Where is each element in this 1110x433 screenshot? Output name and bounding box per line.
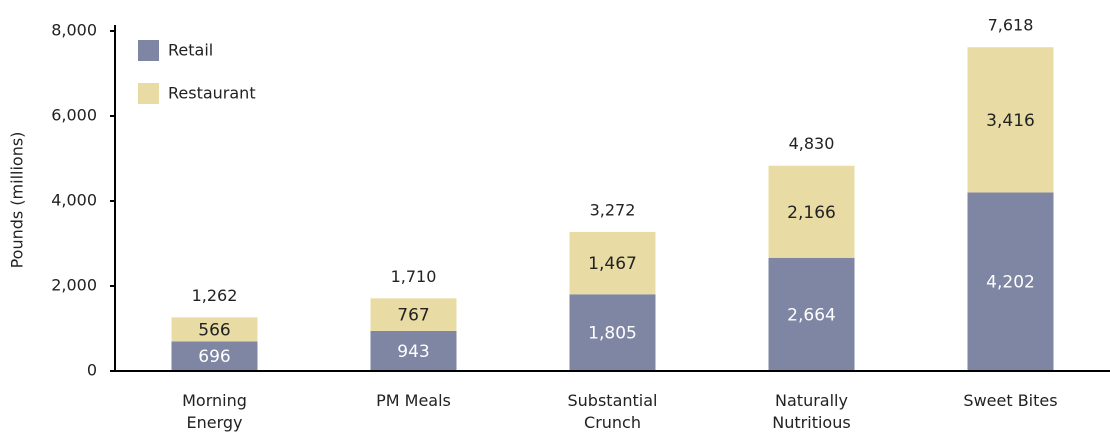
bar-segment xyxy=(370,298,457,331)
bar-segment xyxy=(768,257,855,371)
bar-segment xyxy=(370,330,457,371)
value-label: 1,805 xyxy=(588,324,637,344)
bar-segment xyxy=(569,294,656,371)
bar-segment xyxy=(967,192,1054,371)
y-tick-label: 8,000 xyxy=(51,21,97,40)
value-label: 566 xyxy=(198,320,230,340)
legend-label: Restaurant xyxy=(168,84,256,103)
value-label: 943 xyxy=(397,342,429,362)
y-tick-label: 0 xyxy=(87,361,97,380)
total-label: 4,830 xyxy=(789,134,835,153)
x-tick-label: Sweet Bites xyxy=(963,391,1057,410)
value-label: 4,202 xyxy=(986,273,1035,293)
bar-segment xyxy=(569,231,656,295)
bar-segment xyxy=(768,165,855,258)
bar-segment xyxy=(171,317,258,342)
value-label: 696 xyxy=(198,347,230,367)
total-label: 3,272 xyxy=(590,200,636,219)
total-label: 1,710 xyxy=(391,267,437,286)
legend-swatch xyxy=(138,83,159,104)
y-tick-label: 4,000 xyxy=(51,191,97,210)
value-label: 3,416 xyxy=(986,111,1035,131)
x-tick-label: Morning Energy xyxy=(182,391,247,432)
legend-label: Retail xyxy=(168,41,213,60)
total-label: 1,262 xyxy=(192,286,238,305)
x-tick-label: Naturally Nutritious xyxy=(772,391,850,432)
y-tick-label: 6,000 xyxy=(51,106,97,125)
y-tick-label: 2,000 xyxy=(51,276,97,295)
bar-segment xyxy=(171,341,258,371)
x-tick-label: PM Meals xyxy=(376,391,451,410)
legend-swatch xyxy=(138,40,159,61)
value-label: 767 xyxy=(397,306,429,326)
bar-segment xyxy=(967,47,1054,193)
value-label: 2,664 xyxy=(787,305,836,325)
x-tick-label: Substantial Crunch xyxy=(568,391,658,432)
total-label: 7,618 xyxy=(988,16,1034,35)
value-label: 1,467 xyxy=(588,254,637,274)
value-label: 2,166 xyxy=(787,203,836,223)
y-axis-label: Pounds (millions) xyxy=(8,132,27,269)
